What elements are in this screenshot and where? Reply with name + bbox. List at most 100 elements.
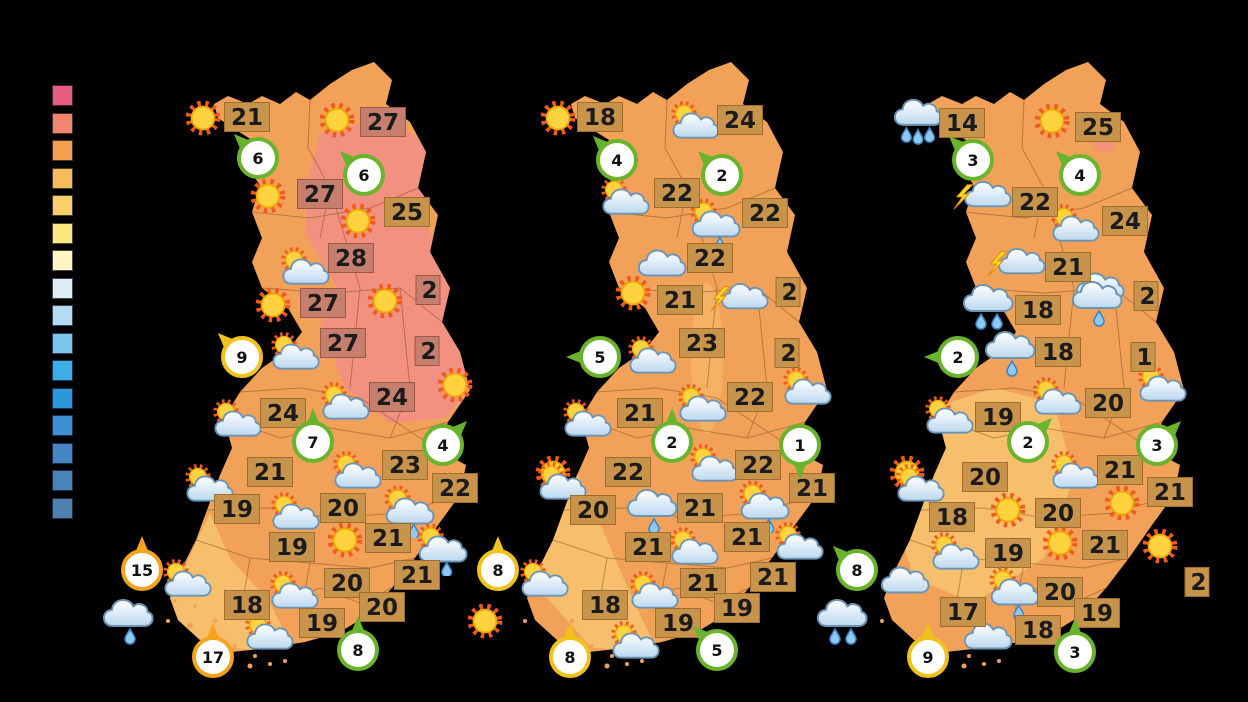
wind-speed-marker: 9 <box>211 326 263 378</box>
temperature-label: 20 <box>1084 388 1132 418</box>
temperature-label: 22 <box>1011 187 1059 217</box>
legend-swatch <box>52 442 73 464</box>
wind-speed-value: 3 <box>1054 631 1096 673</box>
wind-speed-value: 9 <box>907 636 949 678</box>
wind-speed-marker: 1 <box>779 424 821 479</box>
legend-swatch <box>52 250 73 271</box>
temperature-label: 21 <box>364 523 412 553</box>
wind-speed-marker: 5 <box>566 336 621 378</box>
temperature-label: 21 <box>1146 477 1194 507</box>
wind-speed-value: 5 <box>579 336 621 378</box>
temperature-label: 21 <box>1044 252 1092 282</box>
wind-speed-marker: 8 <box>477 536 519 591</box>
wind-speed-marker: 5 <box>686 619 738 671</box>
wind-speed-marker: 2 <box>1007 411 1059 463</box>
wind-speed-marker: 15 <box>121 536 163 591</box>
temperature-label: 20 <box>319 493 367 523</box>
temperature-label: 19 <box>984 538 1032 568</box>
wind-speed-value: 9 <box>221 336 263 378</box>
temperature-label: 18 <box>1014 615 1062 645</box>
temperature-label: 19 <box>213 494 261 524</box>
wind-speed-marker: 17 <box>192 623 234 678</box>
temperature-label: 21 <box>676 493 724 523</box>
wind-speed-value: 2 <box>651 421 693 463</box>
temperature-label: 18 <box>581 590 629 620</box>
temperature-label: 21 <box>679 568 727 598</box>
wind-speed-marker: 8 <box>549 623 591 678</box>
temperature-label: 22 <box>734 450 782 480</box>
temperature-label: 18 <box>928 502 976 532</box>
wind-speed-value: 6 <box>343 154 385 196</box>
temperature-label: 22 <box>431 473 479 503</box>
legend-swatch <box>52 167 73 189</box>
wind-speed-value: 7 <box>292 421 334 463</box>
wind-speed-marker: 4 <box>586 129 638 181</box>
temperature-label: 2 <box>415 275 441 305</box>
temperature-label: 23 <box>678 328 726 358</box>
temperature-label: 22 <box>604 457 652 487</box>
wind-speed-value: 3 <box>1136 424 1178 466</box>
temperature-label: 22 <box>741 198 789 228</box>
temperature-label: 19 <box>713 593 761 623</box>
wind-speed-marker: 2 <box>651 408 693 463</box>
legend-swatch <box>52 415 73 436</box>
temperature-label: 21 <box>624 532 672 562</box>
wind-speed-marker: 6 <box>227 127 279 179</box>
wind-speed-marker: 3 <box>1054 618 1096 673</box>
temperature-label: 18 <box>223 590 271 620</box>
wind-speed-value: 4 <box>1059 154 1101 196</box>
temperature-label: 27 <box>299 288 347 318</box>
wind-speed-value: 2 <box>937 336 979 378</box>
temperature-label: 24 <box>259 398 307 428</box>
temperature-label: 2 <box>1133 281 1159 311</box>
wind-speed-marker: 3 <box>942 129 994 181</box>
temperature-label: 2 <box>414 336 440 366</box>
temperature-label: 19 <box>298 608 346 638</box>
wind-speed-value: 1 <box>779 424 821 466</box>
temperature-label: 21 <box>656 285 704 315</box>
wind-speed-value: 4 <box>596 139 638 181</box>
temperature-label: 20 <box>1036 577 1084 607</box>
legend-swatch <box>52 470 73 491</box>
temperature-label: 25 <box>1074 112 1122 142</box>
legend-swatch <box>52 277 73 299</box>
wind-speed-value: 2 <box>701 154 743 196</box>
temperature-label: 27 <box>359 107 407 137</box>
temperature-label: 18 <box>1034 337 1082 367</box>
temperature-label: 2 <box>1184 567 1210 597</box>
legend-swatch <box>52 305 73 326</box>
wind-speed-marker: 2 <box>924 336 979 378</box>
temperature-label: 17 <box>939 597 987 627</box>
wind-speed-value: 8 <box>549 636 591 678</box>
temperature-label: 19 <box>654 608 702 638</box>
temperature-label: 27 <box>296 179 344 209</box>
temperature-label: 21 <box>246 457 294 487</box>
wind-speed-marker: 8 <box>337 616 379 671</box>
temperature-label: 21 <box>1096 455 1144 485</box>
wind-speed-marker: 8 <box>826 539 878 591</box>
temperature-label: 21 <box>723 522 771 552</box>
temperature-label: 20 <box>323 568 371 598</box>
temperature-label: 28 <box>327 243 375 273</box>
wind-speed-value: 6 <box>237 137 279 179</box>
wind-speed-marker: 7 <box>292 408 334 463</box>
temperature-label: 21 <box>749 562 797 592</box>
temperature-label: 20 <box>961 462 1009 492</box>
legend-swatch <box>52 85 73 106</box>
temperature-label: 2 <box>775 277 801 307</box>
temperature-label: 22 <box>686 243 734 273</box>
temperature-label: 18 <box>576 102 624 132</box>
temperature-label: 23 <box>381 450 429 480</box>
legend-swatch <box>52 112 73 134</box>
legend-swatch <box>52 360 73 381</box>
wind-speed-value: 8 <box>337 629 379 671</box>
temperature-label: 21 <box>788 473 836 503</box>
legend-swatch <box>52 195 73 216</box>
temperature-label: 20 <box>1034 498 1082 528</box>
legend-swatch <box>52 140 73 161</box>
wind-speed-marker: 4 <box>422 414 474 466</box>
temperature-label: 24 <box>1101 206 1149 236</box>
wind-speed-marker: 6 <box>333 144 385 196</box>
wind-speed-marker: 9 <box>907 623 949 678</box>
